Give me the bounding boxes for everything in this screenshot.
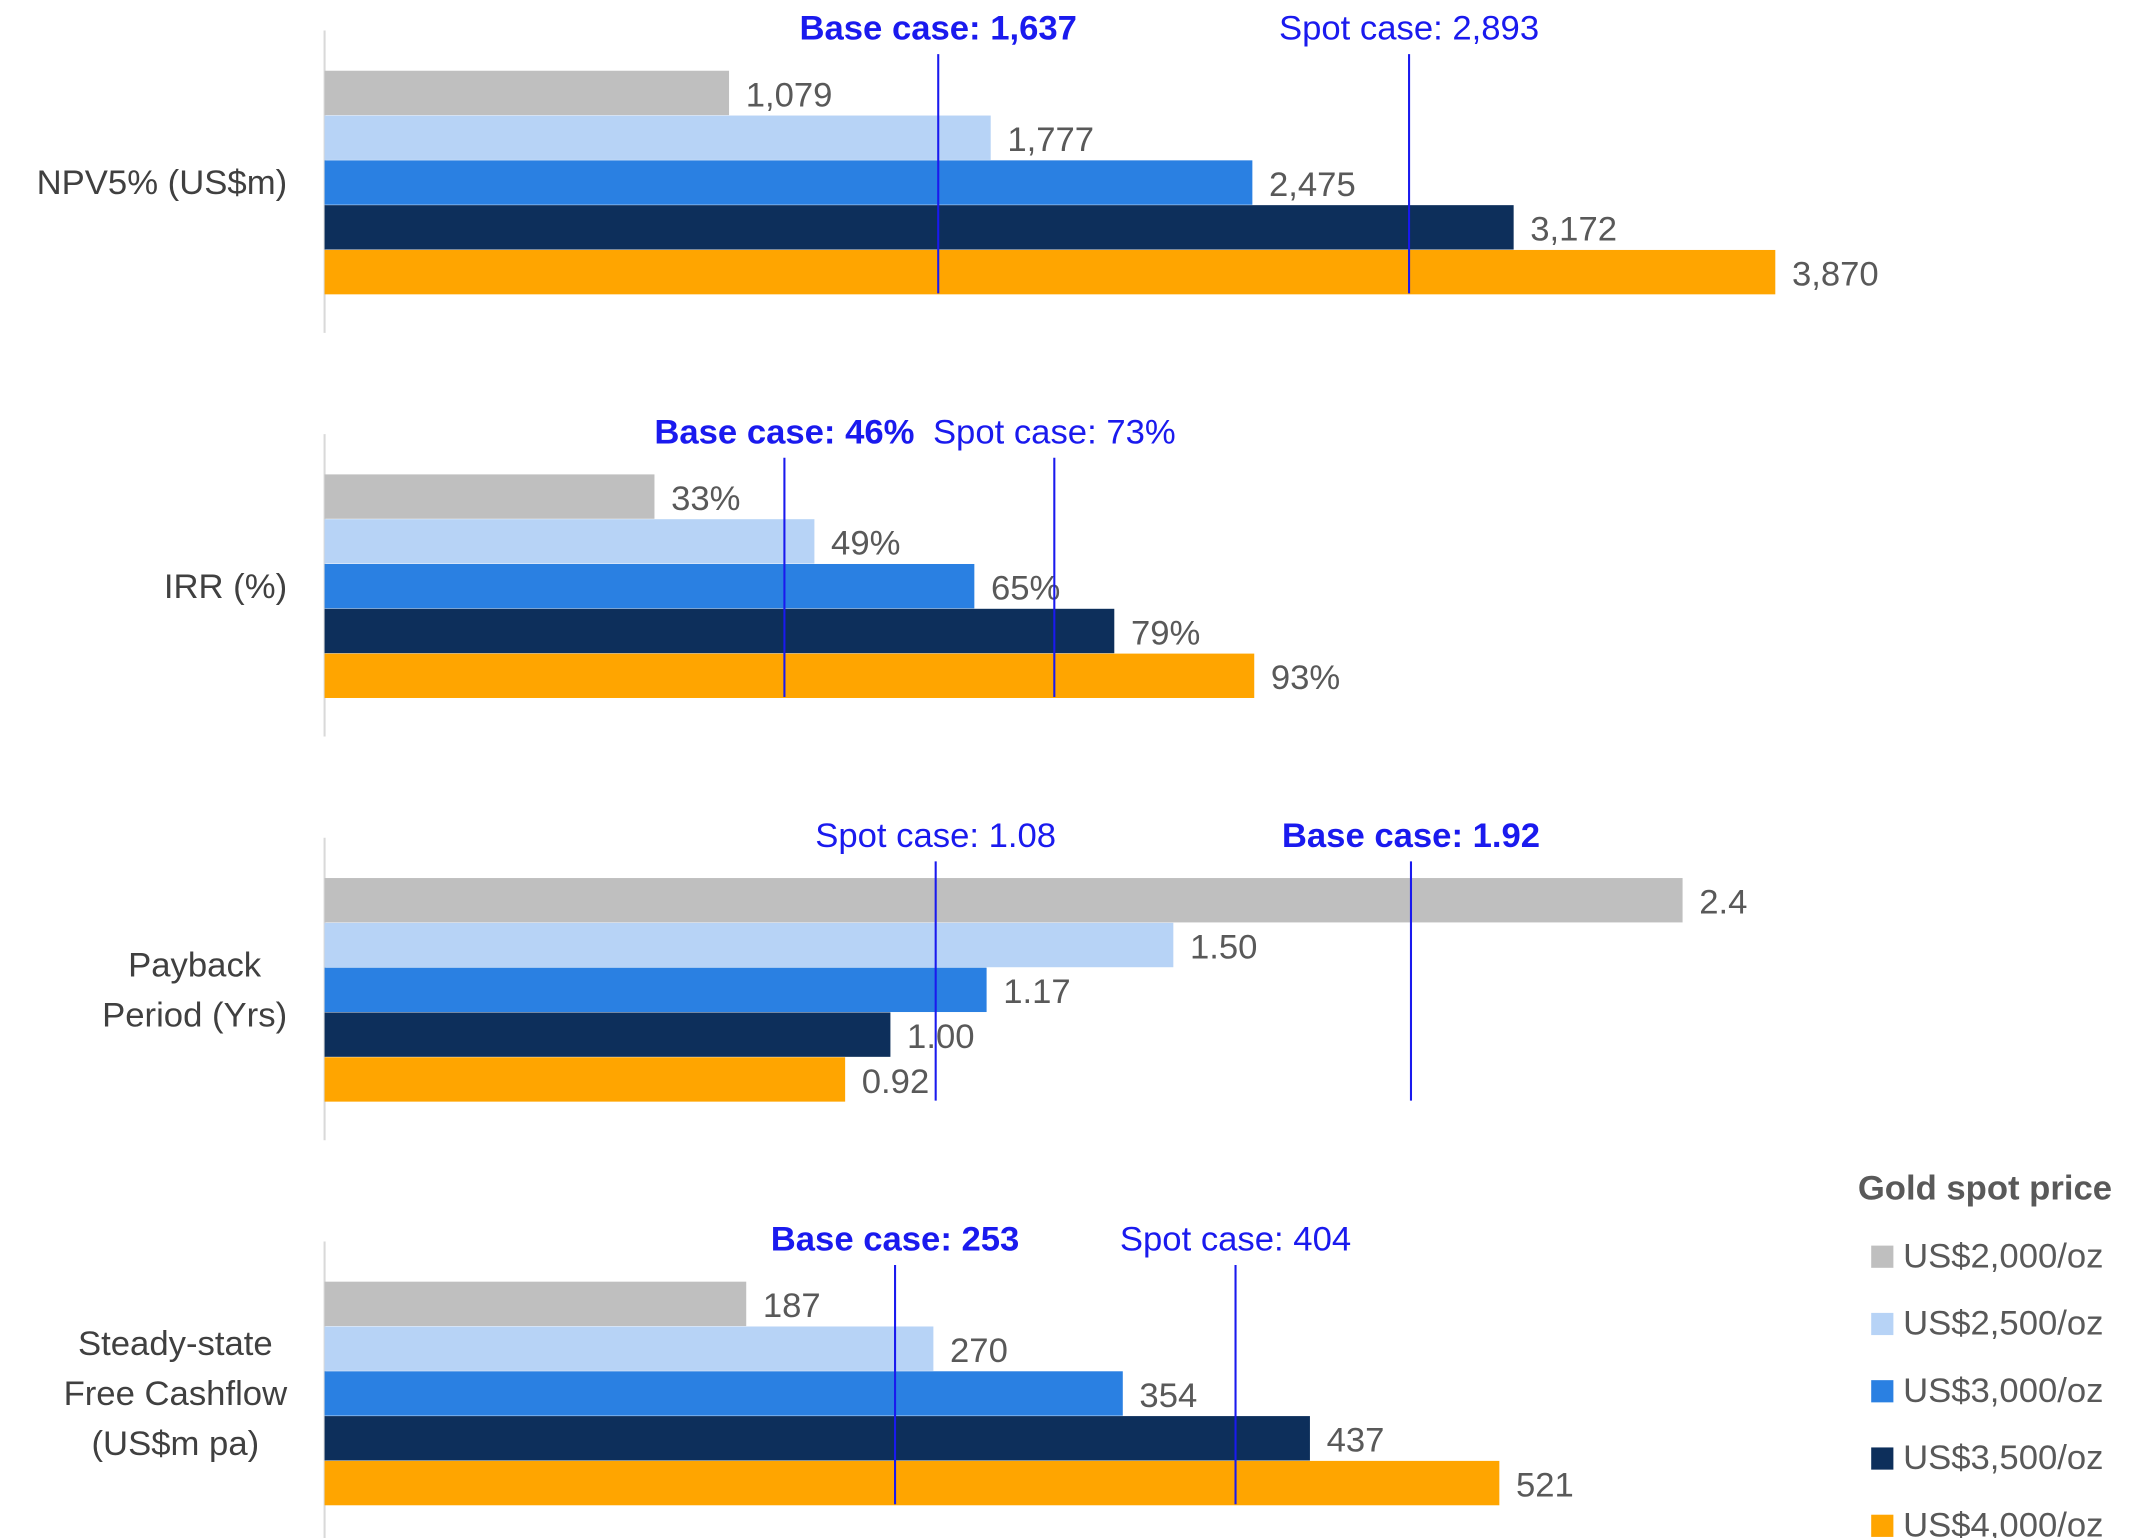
value-label: 521 xyxy=(1516,1466,1574,1504)
legend-label: US$3,000/oz xyxy=(1903,1372,2103,1410)
legend-swatch xyxy=(1871,1447,1894,1470)
value-label: 1,777 xyxy=(1007,121,1094,159)
value-label: 0.92 xyxy=(862,1063,929,1101)
bar xyxy=(324,115,991,160)
value-label: 49% xyxy=(831,525,900,563)
bar xyxy=(324,519,815,564)
legend-label: US$2,000/oz xyxy=(1903,1237,2103,1275)
value-label: 1.17 xyxy=(1003,973,1070,1011)
bar xyxy=(324,922,1174,968)
legend-swatch xyxy=(1871,1380,1894,1403)
value-label: 3,172 xyxy=(1530,211,1617,249)
bar xyxy=(324,1371,1123,1416)
legend-swatch xyxy=(1871,1245,1894,1268)
reference-label: Base case: 46% xyxy=(654,413,914,451)
bar xyxy=(324,70,730,116)
value-label: 437 xyxy=(1327,1422,1385,1460)
bar xyxy=(324,1057,846,1102)
bar xyxy=(324,1012,891,1057)
reference-label: Base case: 1,637 xyxy=(799,10,1076,48)
bar xyxy=(324,249,1776,295)
reference-label: Spot case: 2,893 xyxy=(1279,10,1539,48)
value-label: 2,475 xyxy=(1269,166,1356,204)
value-label: 1.00 xyxy=(907,1018,974,1056)
bar xyxy=(324,653,1255,698)
value-label: 3,870 xyxy=(1792,255,1879,293)
reference-label: Base case: 1.92 xyxy=(1282,817,1540,855)
category-label: Steady-state Free Cashflow (US$m pa) xyxy=(63,1324,288,1464)
bar xyxy=(324,878,1683,923)
legend-label: US$3,500/oz xyxy=(1903,1439,2103,1477)
bar xyxy=(324,1416,1310,1461)
category-label: NPV5% (US$m) xyxy=(36,163,288,203)
legend-swatch xyxy=(1871,1514,1894,1537)
legend-label: US$4,000/oz xyxy=(1903,1506,2103,1538)
value-label: 79% xyxy=(1131,614,1200,652)
bar xyxy=(324,474,655,519)
category-label: Payback Period (Yrs) xyxy=(102,945,288,1035)
value-label: 270 xyxy=(950,1332,1008,1370)
bar xyxy=(324,205,1514,250)
legend-label: US$2,500/oz xyxy=(1903,1305,2103,1343)
value-label: 1.50 xyxy=(1190,928,1257,966)
bar xyxy=(324,1326,934,1371)
value-label: 1,079 xyxy=(746,76,833,114)
value-label: 354 xyxy=(1139,1377,1197,1415)
bar xyxy=(324,967,987,1013)
bar xyxy=(324,1460,1500,1506)
value-label: 187 xyxy=(763,1287,821,1325)
value-label: 93% xyxy=(1271,659,1340,697)
value-label: 2.4 xyxy=(1699,884,1747,922)
bar xyxy=(324,608,1115,654)
bar xyxy=(324,563,975,609)
legend-title: Gold spot price xyxy=(1858,1169,2112,1207)
bar xyxy=(324,1281,747,1327)
value-label: 33% xyxy=(671,480,740,518)
reference-label: Spot case: 73% xyxy=(933,413,1176,451)
category-label: IRR (%) xyxy=(163,566,288,606)
legend-swatch xyxy=(1871,1312,1894,1336)
bar xyxy=(324,160,1253,205)
value-label: 65% xyxy=(991,570,1060,608)
reference-label: Spot case: 1.08 xyxy=(815,817,1056,855)
reference-label: Base case: 253 xyxy=(771,1221,1020,1259)
reference-label: Spot case: 404 xyxy=(1120,1221,1351,1259)
